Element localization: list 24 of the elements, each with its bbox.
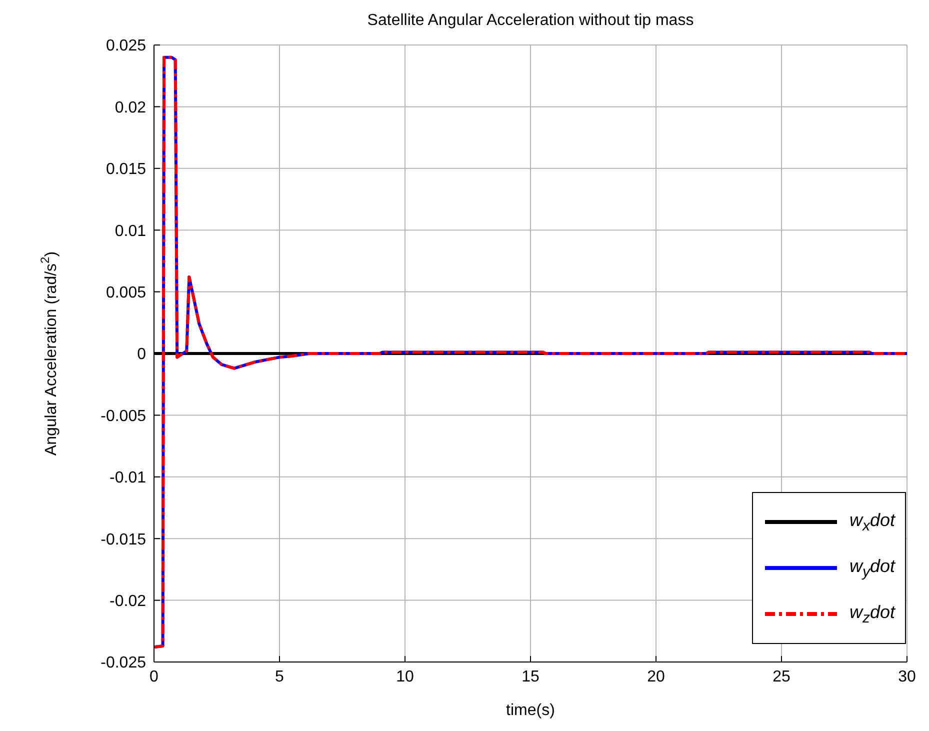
y-tick-label: 0.02	[114, 99, 146, 116]
x-tick-label: 10	[396, 668, 414, 686]
x-tick-label: 20	[647, 668, 665, 686]
legend-label: w$_{x}$dot	[849, 510, 895, 534]
line-series	[154, 56, 907, 649]
legend-label: w$_{z}$dot	[849, 602, 895, 626]
y-tick-label: -0.015	[100, 531, 146, 548]
x-tick-label: 5	[275, 668, 284, 686]
legend-label: w$_{y}$dot	[849, 556, 895, 580]
y-tick-label: -0.005	[100, 408, 146, 425]
y-tick-label: 0	[137, 346, 146, 364]
x-tick-label: 25	[772, 668, 790, 686]
x-axis-title: time(s)	[506, 702, 555, 719]
y-tick-label: 0.025	[106, 38, 146, 55]
x-tick-label: 30	[898, 668, 916, 686]
y-tick-label: -0.025	[100, 654, 146, 672]
chart-title: Satellite Angular Acceleration without tip mass	[366, 12, 695, 30]
x-tick-label: 15	[522, 668, 540, 686]
y-tick-label: 0.01	[114, 222, 146, 240]
y-tick-label: -0.01	[110, 470, 146, 487]
y-tick-label: 0.005	[106, 284, 146, 302]
x-tick-label: 0	[150, 668, 159, 686]
y-tick-label: 0.015	[106, 161, 146, 178]
y-tick-label: -0.02	[110, 592, 146, 610]
